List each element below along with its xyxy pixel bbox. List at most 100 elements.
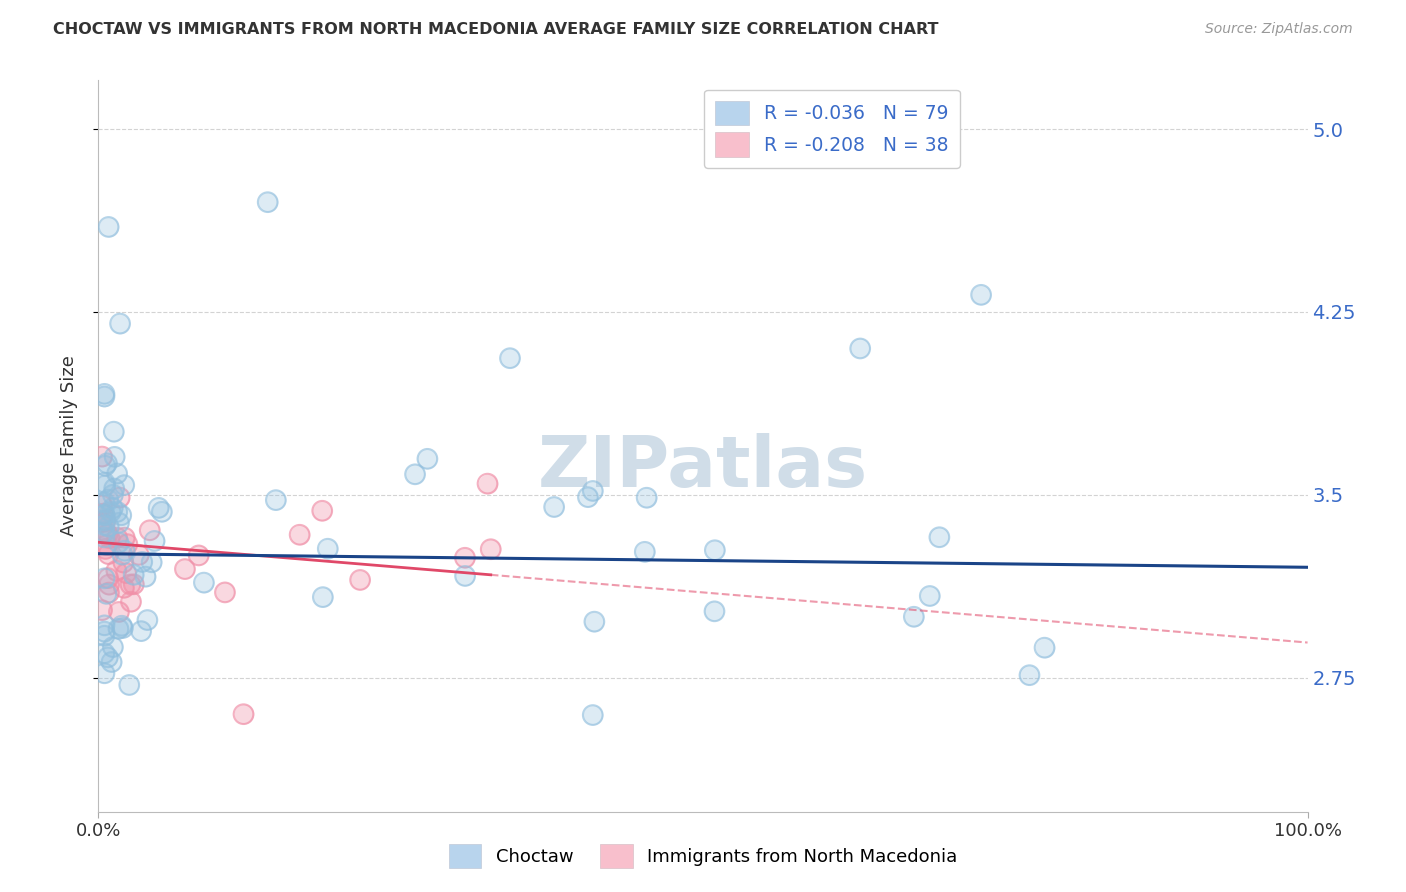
Point (256, 195, 278, 210)
Point (93, 525, 115, 540)
Point (103, 482, 125, 496)
Point (129, 624, 152, 639)
Point (93, 514, 115, 528)
Point (93, 387, 115, 401)
Point (100, 655, 122, 669)
Y-axis label: Average Family Size: Average Family Size (59, 356, 77, 536)
Point (103, 425, 125, 439)
Point (108, 516, 131, 530)
Point (93, 646, 115, 660)
Point (120, 577, 142, 591)
Point (454, 569, 477, 583)
Point (134, 569, 156, 583)
Point (93, 571, 115, 585)
Point (703, 543, 725, 558)
Point (120, 595, 142, 609)
Point (582, 483, 605, 498)
Point (970, 288, 993, 302)
Point (112, 581, 135, 595)
Legend: R = -0.036   N = 79, R = -0.208   N = 38: R = -0.036 N = 79, R = -0.208 N = 38 (704, 90, 960, 168)
Point (634, 545, 657, 559)
Point (96, 587, 118, 601)
Text: ZIPatlas: ZIPatlas (538, 434, 868, 502)
Point (93, 508, 115, 522)
Point (128, 548, 150, 562)
Point (97, 492, 120, 507)
Point (105, 564, 128, 578)
Point (93, 475, 115, 490)
Point (112, 478, 135, 492)
Point (416, 451, 439, 466)
Point (91, 450, 114, 464)
Point (311, 504, 333, 518)
Point (97, 519, 120, 533)
Point (122, 567, 145, 582)
Point (93, 646, 115, 660)
Point (316, 541, 339, 556)
Point (576, 490, 599, 504)
Point (97, 571, 120, 585)
Point (214, 585, 236, 599)
Point (108, 317, 131, 331)
Point (499, 351, 522, 366)
Point (97, 571, 120, 585)
Point (193, 575, 215, 590)
Point (101, 640, 124, 654)
Point (404, 467, 426, 482)
Point (93, 495, 115, 509)
Point (93, 518, 115, 533)
Point (93, 629, 115, 643)
Point (117, 537, 139, 551)
Point (136, 613, 159, 627)
Point (93, 475, 115, 490)
Point (93, 508, 115, 522)
Point (636, 491, 658, 505)
Point (122, 577, 145, 591)
Point (94, 541, 117, 556)
Point (148, 500, 170, 515)
Point (94, 478, 117, 492)
Point (114, 531, 136, 545)
Text: CHOCTAW VS IMMIGRANTS FROM NORTH MACEDONIA AVERAGE FAMILY SIZE CORRELATION CHART: CHOCTAW VS IMMIGRANTS FROM NORTH MACEDON… (53, 22, 939, 37)
Point (101, 488, 124, 502)
Point (582, 708, 605, 723)
Point (97, 547, 120, 561)
Point (97, 585, 120, 599)
Point (1033, 640, 1056, 655)
Point (100, 655, 122, 669)
Point (918, 589, 941, 603)
Point (101, 501, 124, 516)
Point (232, 707, 254, 722)
Point (256, 195, 278, 210)
Point (94, 514, 117, 528)
Point (93, 666, 115, 681)
Point (903, 609, 925, 624)
Point (112, 556, 135, 570)
Point (93, 495, 115, 509)
Point (108, 516, 131, 530)
Point (232, 707, 254, 722)
Point (93, 624, 115, 639)
Point (110, 508, 132, 523)
Point (122, 567, 145, 582)
Point (111, 619, 134, 633)
Point (543, 500, 565, 514)
Point (499, 351, 522, 366)
Point (94, 541, 117, 556)
Point (115, 566, 138, 581)
Point (97, 219, 120, 234)
Point (93, 518, 115, 533)
Point (97, 527, 120, 541)
Point (139, 523, 162, 537)
Point (91, 450, 114, 464)
Point (91, 603, 114, 617)
Point (93, 531, 115, 545)
Point (479, 542, 502, 557)
Point (108, 605, 131, 619)
Point (110, 508, 132, 523)
Point (454, 550, 477, 565)
Point (311, 504, 333, 518)
Point (849, 342, 872, 356)
Point (1018, 668, 1040, 682)
Point (98, 531, 121, 545)
